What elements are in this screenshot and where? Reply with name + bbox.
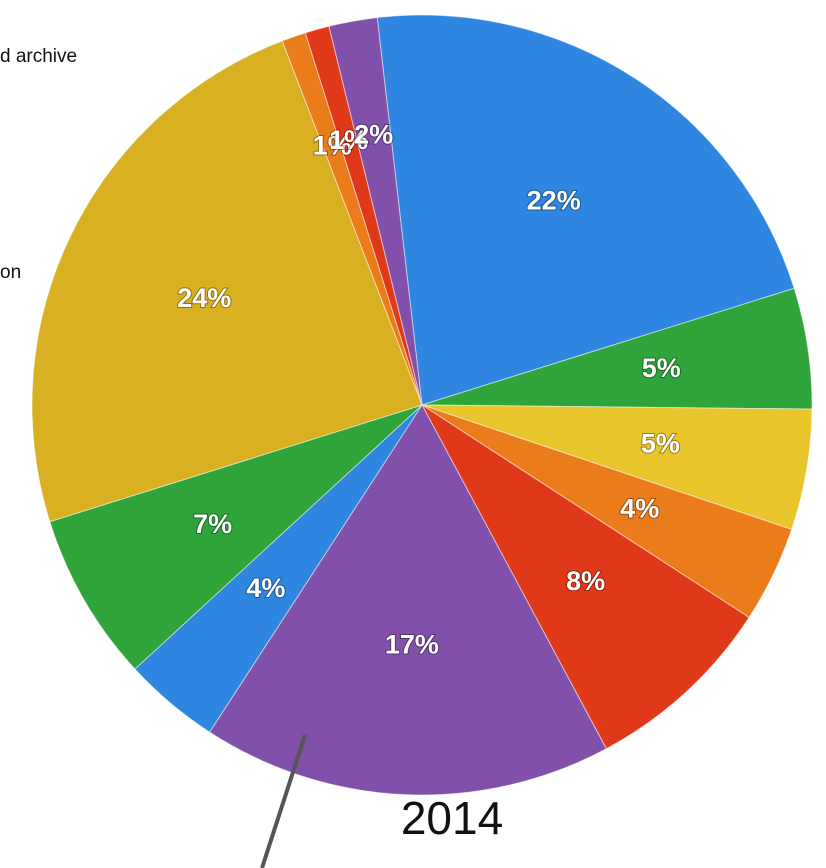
chart-title: 2014 <box>401 792 503 844</box>
slice-label: 2% <box>354 119 393 149</box>
slice-label: 7% <box>193 509 232 539</box>
slice-label: 24% <box>177 283 231 313</box>
slice-label: 22% <box>527 185 581 215</box>
slice-label: 5% <box>642 353 681 383</box>
slice-label: 5% <box>641 428 680 458</box>
slice-label: 8% <box>566 566 605 596</box>
leader-line <box>260 734 307 868</box>
slice-label: 1% <box>313 130 352 160</box>
pie-slice <box>31 40 423 523</box>
slice-label: 4% <box>620 493 659 523</box>
pie <box>31 14 813 796</box>
pie-slice <box>49 404 423 670</box>
slice-label: 4% <box>246 573 285 603</box>
pie-slice <box>376 14 795 406</box>
pie-slice <box>421 404 750 750</box>
slice-label: 17% <box>385 630 439 660</box>
pie-labels: 22% 5% 5% 4% 8% 17% 4% 7% 24% 1%1%2% <box>176 118 681 660</box>
slice-label: 1% <box>329 125 368 155</box>
legend-fragment: d archive <box>0 46 77 67</box>
legend-fragment: on <box>0 262 21 283</box>
pie-slice <box>328 17 423 406</box>
pie-slice <box>208 404 607 796</box>
